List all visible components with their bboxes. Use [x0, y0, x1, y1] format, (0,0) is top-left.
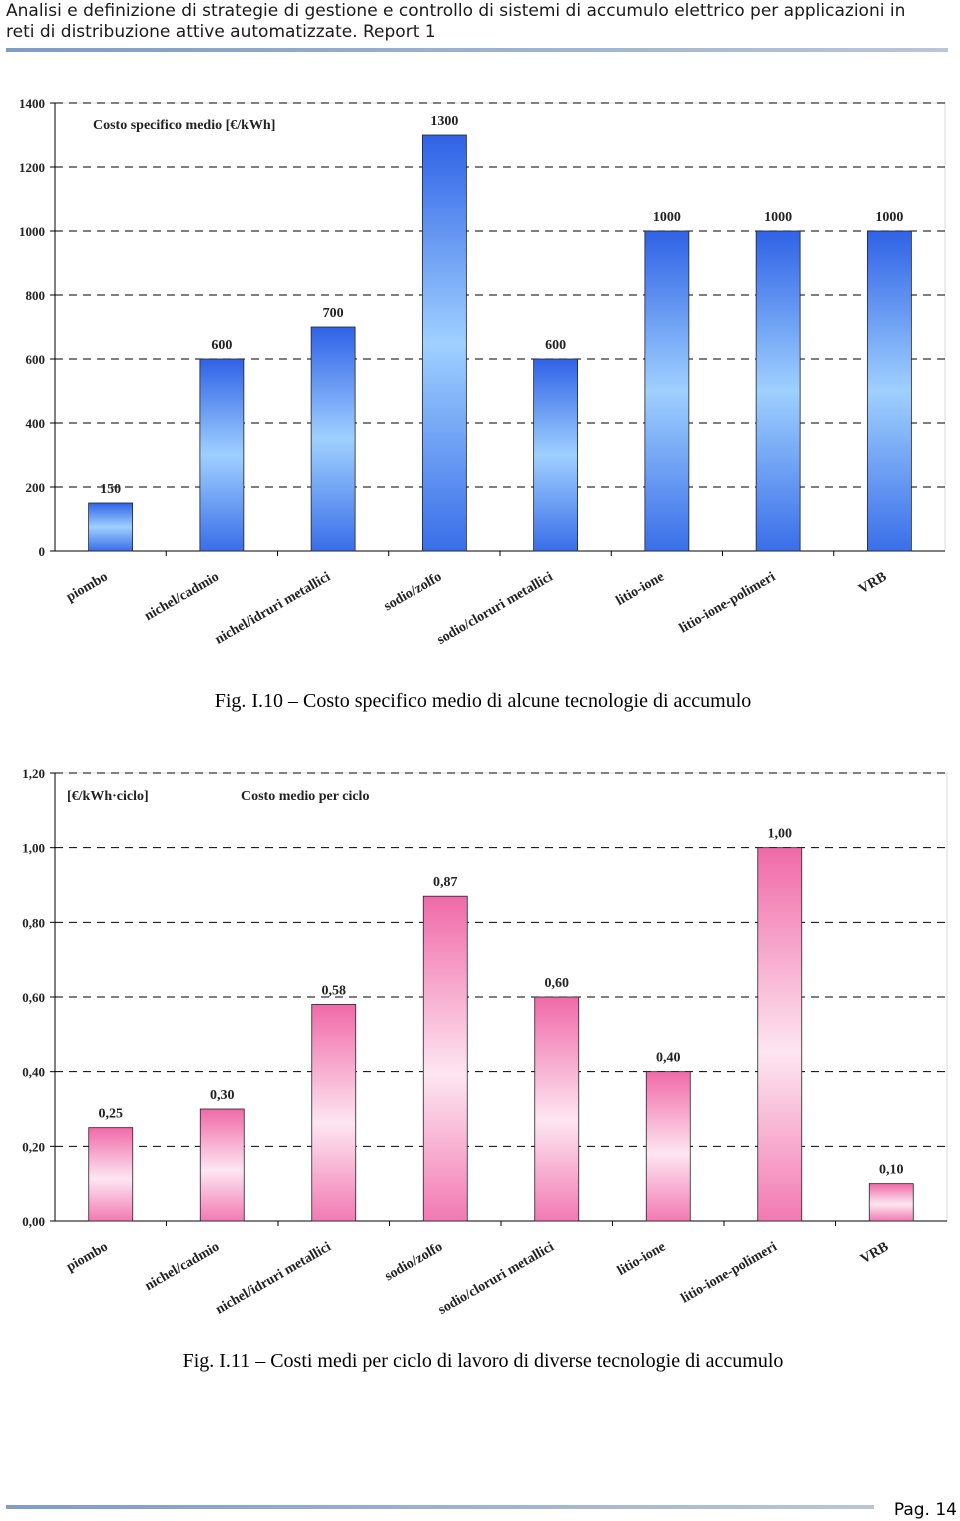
x-tick-label: sodio/cloruri metallici	[436, 1239, 557, 1318]
figure-caption: Fig. I.10 – Costo specifico medio di alc…	[215, 690, 752, 712]
x-tick-label: nichel/cadmio	[143, 1239, 223, 1294]
y-tick-label: 0	[39, 544, 46, 559]
y-tick-label: 1,00	[22, 841, 45, 856]
bar	[88, 502, 134, 552]
y-tick-label: 0,40	[22, 1065, 45, 1080]
chart-title: Costo specifico medio [€/kWh]	[93, 118, 275, 133]
y-tick-label: 1000	[19, 224, 45, 239]
footer-rule	[6, 1505, 874, 1509]
x-tick-label: nichel/idruri metallici	[213, 1239, 333, 1317]
bar	[421, 134, 467, 552]
value-label: 1300	[430, 114, 458, 129]
bar	[645, 1071, 691, 1222]
bar	[755, 230, 801, 552]
header-rule	[6, 48, 948, 52]
bar	[310, 326, 356, 552]
y-tick-label: 0,80	[22, 915, 45, 930]
value-label: 1,00	[768, 827, 793, 842]
bar	[311, 1004, 357, 1222]
y-tick-label: 400	[26, 416, 46, 431]
x-tick-label: VRB	[856, 569, 889, 597]
x-tick-label: piombo	[64, 569, 111, 605]
value-label: 0,10	[879, 1163, 904, 1178]
header-line: Analisi e definizione di strategie di ge…	[6, 1, 905, 21]
bar	[534, 996, 580, 1222]
header-line: reti di distribuzione attive automatizza…	[6, 22, 436, 42]
bar	[644, 230, 690, 552]
bar	[866, 230, 912, 552]
value-label: 0,40	[656, 1051, 681, 1066]
value-label: 1000	[764, 210, 792, 225]
bar	[199, 358, 245, 552]
y-tick-label: 1400	[19, 96, 45, 111]
x-tick-label: litio-ione-polimeri	[679, 1239, 780, 1306]
y-tick-label: 800	[26, 288, 46, 303]
value-label: 0,30	[210, 1088, 235, 1103]
x-tick-label: litio-ione	[614, 569, 667, 608]
x-tick-label: sodio/zolfo	[383, 1239, 446, 1284]
value-label: 0,58	[322, 983, 347, 998]
bar	[757, 847, 803, 1222]
bar	[88, 1127, 134, 1222]
x-tick-label: sodio/cloruri metallici	[435, 569, 556, 648]
x-tick-label: nichel/cadmio	[142, 569, 222, 624]
value-label: 600	[545, 338, 566, 353]
value-label: 700	[323, 306, 344, 321]
figure-caption: Fig. I.11 – Costi medi per ciclo di lavo…	[183, 1350, 784, 1372]
value-label: 150	[100, 482, 121, 497]
axis-label: [€/kWh·ciclo]	[67, 789, 149, 804]
value-label: 600	[211, 338, 232, 353]
value-label: 1000	[653, 210, 681, 225]
value-label: 1000	[875, 210, 903, 225]
value-label: 0,87	[433, 875, 458, 890]
x-tick-label: piombo	[64, 1239, 111, 1275]
value-label: 0,25	[99, 1107, 124, 1122]
x-tick-label: VRB	[858, 1239, 891, 1267]
bar	[868, 1183, 914, 1222]
plot-frame	[54, 102, 946, 552]
y-tick-label: 0,20	[22, 1139, 45, 1154]
y-tick-label: 1200	[19, 160, 45, 175]
y-tick-label: 600	[26, 352, 46, 367]
x-tick-label: sodio/zolfo	[382, 569, 445, 614]
x-tick-label: litio-ione-polimeri	[677, 569, 778, 636]
x-tick-label: litio-ione	[615, 1239, 668, 1278]
page-number: Pag. 14	[894, 1500, 957, 1520]
y-tick-label: 0,00	[22, 1214, 45, 1229]
value-label: 0,60	[545, 976, 570, 991]
y-tick-label: 200	[26, 480, 46, 495]
bar	[199, 1108, 245, 1222]
y-tick-label: 1,20	[22, 766, 45, 781]
bar	[533, 358, 579, 552]
x-tick-label: nichel/idruri metallici	[213, 569, 333, 647]
bar	[422, 895, 468, 1222]
chart-title: Costo medio per ciclo	[241, 789, 369, 804]
y-tick-label: 0,60	[22, 990, 45, 1005]
